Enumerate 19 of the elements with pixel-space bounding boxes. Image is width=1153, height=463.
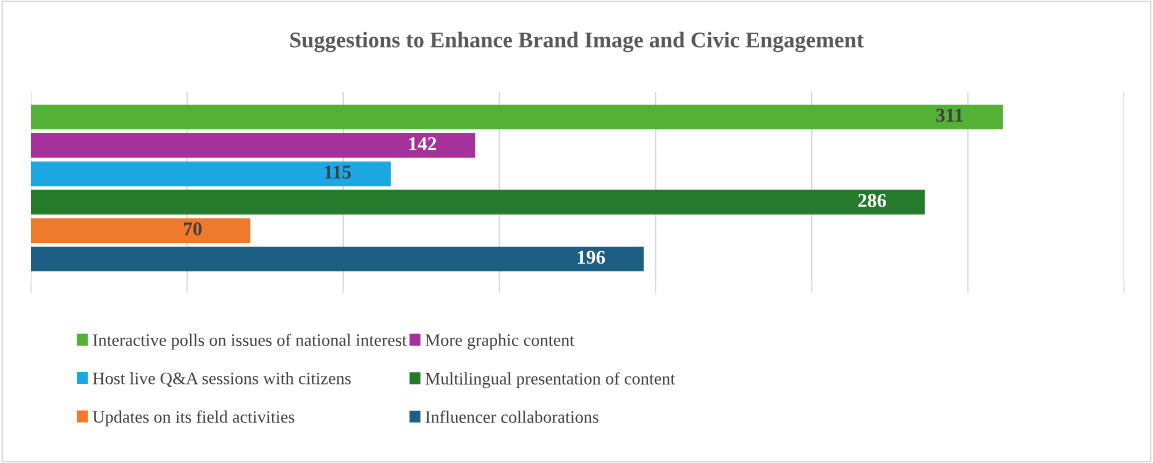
bar — [31, 189, 925, 215]
bar — [31, 246, 644, 272]
chart-title: Suggestions to Enhance Brand Image and Civic Engagement — [290, 31, 864, 53]
bar — [31, 104, 1003, 130]
bar — [31, 161, 391, 187]
data-label: 286 — [858, 193, 887, 208]
data-label: 115 — [325, 165, 351, 179]
legend-label: Updates on its field activities — [92, 410, 295, 427]
data-label: 142 — [409, 137, 437, 151]
data-label: 311 — [936, 108, 963, 122]
data-label: 70 — [184, 222, 202, 236]
bar — [31, 133, 476, 158]
bar — [31, 218, 251, 243]
legend-label: Multilingual presentation of content — [425, 372, 676, 389]
legend-label: Influencer collaborations — [425, 410, 599, 423]
legend-label: More graphic content — [425, 333, 575, 350]
legend-label: Host live Q&A sessions with citizens — [92, 372, 351, 387]
data-label: 196 — [577, 250, 606, 264]
legend-label: Interactive polls on issues of national interest — [93, 333, 407, 350]
